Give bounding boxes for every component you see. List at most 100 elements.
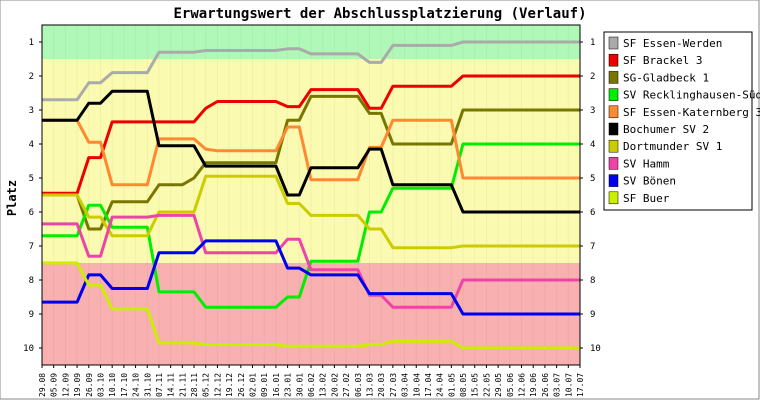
- series-lines: [42, 40, 580, 350]
- y-tick-label: 1: [29, 38, 34, 48]
- x-tick-label: 05.09: [50, 373, 59, 397]
- x-tick-label: 07.11: [155, 373, 164, 397]
- series-line-9: [42, 261, 580, 350]
- y-tick-label: 9: [29, 310, 34, 320]
- x-tick-label: 31.10: [143, 373, 152, 397]
- x-tick-label: 10.10: [108, 373, 117, 397]
- x-tick-label: 10.04: [412, 373, 421, 397]
- x-tick-label: 17.04: [424, 373, 433, 397]
- y-tick-label-right: 6: [590, 208, 595, 218]
- x-tick-label: 16.01: [272, 373, 281, 397]
- x-tick-label: 27.02: [342, 373, 351, 397]
- x-tick-label: 05.06: [506, 373, 515, 397]
- legend-label: SF Buer: [623, 192, 670, 205]
- x-tick-label: 05.12: [202, 373, 211, 397]
- x-tick-label: 13.02: [319, 373, 328, 397]
- x-tick-label: 06.03: [354, 373, 363, 397]
- x-tick-label: 20.02: [330, 373, 339, 397]
- y-ticks-left: 1 2 3 4 5 6 7 8 9 10: [23, 38, 42, 354]
- legend-swatch: [608, 71, 619, 84]
- x-tick-label: 03.04: [401, 373, 410, 397]
- y-tick-label: 3: [29, 106, 34, 116]
- legend-label: SF Brackel 3: [623, 54, 702, 67]
- legend-swatch: [608, 53, 619, 67]
- x-tick-label: 20.03: [377, 373, 386, 397]
- legend-label: SF Essen-Werden: [623, 37, 722, 50]
- y-tick-label-right: 9: [590, 310, 595, 320]
- x-tick-label: 17.07: [576, 373, 585, 397]
- y-tick-label-right: 10: [590, 344, 601, 354]
- legend-swatch: [608, 122, 619, 136]
- legend-box: [603, 31, 753, 211]
- x-tick-label: 09.01: [260, 373, 269, 397]
- x-tick-label: 17.10: [120, 373, 129, 397]
- y-ticks-right: 1 2 3 4 5 6 7 8 9 10: [580, 38, 601, 354]
- y-tick-label-right: 5: [590, 174, 595, 184]
- x-tick-label: 15.05: [471, 373, 480, 397]
- y-tick-label-right: 3: [590, 106, 595, 116]
- series-line-3: [42, 142, 580, 309]
- x-tick-label: 29.05: [494, 373, 503, 397]
- x-tick-label: 26.12: [237, 373, 246, 397]
- legend-label: Bochumer SV 2: [623, 123, 709, 136]
- x-tick-label: 21.11: [178, 373, 187, 397]
- y-tick-label-right: 8: [590, 276, 595, 286]
- legend-label: SV Hamm: [623, 157, 670, 170]
- x-tick-label: 29.08: [38, 373, 47, 397]
- y-tick-label-right: 4: [590, 140, 595, 150]
- legend-label: Dortmunder SV 1: [623, 140, 722, 153]
- x-tick-label: 19.09: [73, 373, 82, 397]
- x-tick-label: 02.01: [249, 373, 258, 397]
- legend-label: SG-Gladbeck 1: [623, 71, 709, 84]
- legend-swatch: [608, 174, 619, 187]
- legend-swatch: [608, 36, 619, 50]
- series-line-2: [42, 94, 580, 231]
- chart-title: Erwartungswert der Abschlussplatzierung …: [173, 6, 586, 22]
- series-line-0: [42, 40, 580, 102]
- x-tick-label: 19.06: [529, 373, 538, 397]
- x-tick-label: 30.01: [295, 373, 304, 397]
- x-tick-label: 01.05: [447, 373, 456, 397]
- x-ticks: 29.08 05.09 12.09 19.09 26.09 03.10 10.10 17.10…: [38, 365, 585, 397]
- y-tick-label: 6: [29, 208, 34, 218]
- y-tick-label-right: 7: [590, 242, 595, 252]
- x-tick-label: 03.10: [96, 373, 105, 397]
- legend-label: SV Bönen: [623, 175, 676, 188]
- x-tick-label: 19.12: [225, 373, 234, 397]
- legend-swatch: [608, 157, 619, 170]
- y-tick-label-right: 2: [590, 72, 595, 82]
- y-tick-label: 7: [29, 242, 34, 252]
- series-line-8: [42, 239, 580, 316]
- x-tick-label: 10.07: [564, 373, 573, 397]
- x-tick-label: 24.10: [132, 373, 141, 397]
- legend-swatch: [608, 139, 619, 153]
- x-tick-label: 27.03: [389, 373, 398, 397]
- y-tick-label: 8: [29, 276, 34, 286]
- x-tick-label: 26.09: [85, 373, 94, 397]
- legend-swatch: [608, 88, 619, 101]
- y-tick-label-right: 1: [590, 38, 595, 48]
- x-tick-label: 12.06: [518, 373, 527, 397]
- series-line-7: [42, 213, 580, 309]
- x-tick-label: 26.06: [541, 373, 550, 397]
- x-tick-label: 24.04: [436, 373, 445, 397]
- x-tick-label: 13.03: [365, 373, 374, 397]
- x-tick-label: 28.11: [190, 373, 199, 397]
- y-axis-label: Platz: [5, 180, 19, 216]
- x-tick-label: 06.02: [307, 373, 316, 397]
- legend-label: SF Essen-Katernberg 3: [623, 106, 760, 119]
- series-line-6: [42, 174, 580, 250]
- series-line-1: [42, 74, 580, 195]
- x-tick-label: 22.05: [482, 373, 491, 397]
- y-tick-label: 2: [29, 72, 34, 82]
- legend-label: SV Recklinghausen-Süd: [623, 89, 760, 102]
- legend-swatch: [608, 191, 619, 205]
- legend-swatch: [608, 105, 619, 119]
- x-tick-label: 03.07: [553, 373, 562, 397]
- series-line-5: [42, 89, 580, 214]
- x-tick-label: 23.01: [284, 373, 293, 397]
- y-tick-label: 4: [29, 140, 34, 150]
- x-tick-label: 12.12: [213, 373, 222, 397]
